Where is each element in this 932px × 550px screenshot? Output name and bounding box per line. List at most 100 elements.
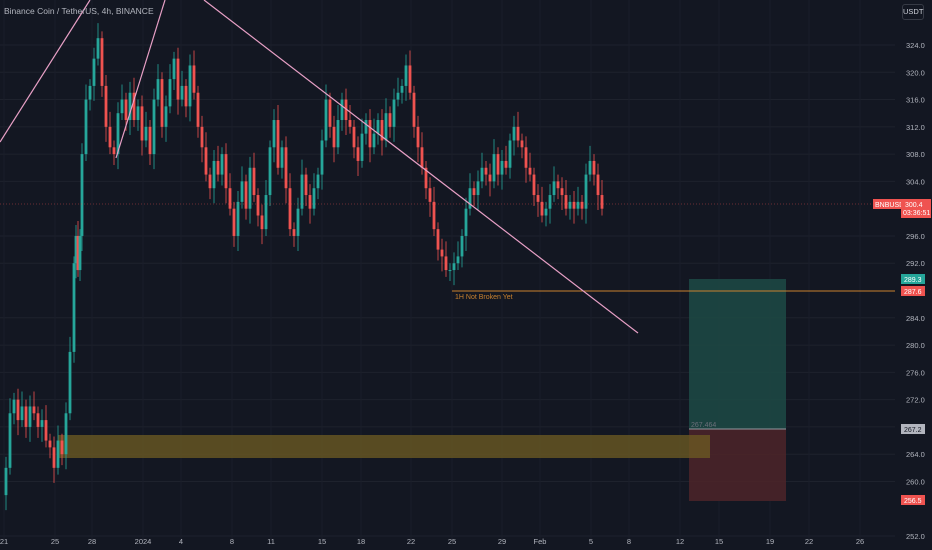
price-tick-label: 324.0 — [906, 41, 925, 50]
candle-body — [16, 399, 20, 421]
candle-body — [388, 113, 392, 127]
candle-body — [456, 256, 460, 264]
price-tick-label: 292.0 — [906, 259, 925, 268]
candle-body — [448, 270, 452, 272]
candle-body — [360, 133, 364, 161]
time-tick-label: 5 — [589, 537, 593, 546]
time-tick-label: 21 — [0, 537, 8, 546]
time-tick-label: 15 — [715, 537, 723, 546]
candle-body — [412, 92, 416, 127]
candle-body — [52, 447, 56, 468]
candle-body — [304, 174, 308, 196]
candle-body — [328, 99, 332, 127]
candle-body — [156, 79, 160, 100]
candle-body — [32, 406, 36, 414]
trendline-3[interactable] — [203, 0, 639, 334]
candle-body — [168, 79, 172, 107]
price-tick-label: 296.0 — [906, 232, 925, 241]
candle-body — [552, 181, 556, 196]
candle-body — [180, 85, 184, 100]
time-tick-label: 12 — [676, 537, 684, 546]
price-tick-label: 260.0 — [906, 477, 925, 486]
candle-body — [384, 113, 388, 141]
candle-body — [512, 126, 516, 141]
candle-body — [340, 99, 344, 121]
candle-body — [68, 351, 72, 414]
candle-body — [540, 201, 544, 216]
candle-body — [12, 399, 16, 414]
candle-body — [40, 420, 44, 427]
candle-body — [588, 160, 592, 175]
price-tick-label: 264.0 — [906, 450, 925, 459]
candle-body — [416, 126, 420, 148]
price-tick-label: 304.0 — [906, 177, 925, 186]
candle-body — [568, 201, 572, 209]
candle-body — [576, 201, 580, 209]
time-tick-label: 25 — [448, 537, 456, 546]
take-profit-tag: 289.3 — [901, 274, 925, 284]
candle-body — [140, 106, 144, 141]
candle-body — [132, 92, 136, 121]
candle-body — [74, 235, 78, 264]
candle-body — [428, 188, 432, 202]
candle-body — [408, 65, 412, 93]
candle-body — [344, 99, 348, 121]
candle-body — [440, 249, 444, 257]
candle-body — [316, 174, 320, 189]
currency-button[interactable]: USDT — [902, 4, 924, 20]
candle-body — [220, 154, 224, 175]
candle-body — [488, 174, 492, 182]
time-tick-label: 18 — [357, 537, 365, 546]
candle-body — [324, 99, 328, 141]
candle-body — [312, 188, 316, 209]
candle-body — [212, 160, 216, 189]
candle-body — [504, 160, 508, 168]
time-tick-label: 22 — [407, 537, 415, 546]
time-axis[interactable]: 21 25 28 2024 4 8 11 15 18 22 25 29 Feb 5 8 12 15 19 22 26 — [0, 537, 864, 546]
time-tick-label: Feb — [534, 537, 547, 546]
drawings[interactable]: 1H Not Broken Yet — [0, 0, 895, 334]
symbol-price-tag: BNBUSDT — [873, 199, 909, 209]
candle-body — [36, 413, 40, 427]
candle-body — [112, 147, 116, 155]
candle-body — [236, 201, 240, 236]
candle-body — [184, 85, 188, 107]
candle-body — [368, 120, 372, 148]
candle-body — [248, 167, 252, 209]
time-tick-label: 29 — [498, 537, 506, 546]
symbol-title: Binance Coin / TetherUS, 4h, BINANCE — [4, 6, 154, 16]
candle-body — [164, 106, 168, 127]
candle-body — [268, 147, 272, 196]
candle-body — [192, 65, 196, 93]
current-price-value: 300.4 — [905, 202, 923, 209]
stop-loss-value: 256.5 — [904, 498, 922, 505]
candle-body — [276, 120, 280, 168]
time-tick-label: 15 — [318, 537, 326, 546]
stop-loss-tag: 256.5 — [901, 495, 925, 505]
candle-body — [424, 167, 428, 189]
candle-body — [48, 440, 52, 448]
candle-body — [600, 195, 604, 209]
candle-body — [548, 195, 552, 209]
candle-body — [8, 413, 12, 468]
candle-body — [136, 106, 140, 121]
candles — [4, 23, 604, 511]
candle-body — [240, 181, 244, 202]
candle-body — [444, 256, 448, 271]
trendline-2[interactable] — [115, 0, 166, 159]
candle-body — [100, 38, 104, 86]
price-tick-label: 272.0 — [906, 396, 925, 405]
candle-body — [96, 38, 100, 59]
trendline-1[interactable] — [0, 0, 91, 143]
candle-body — [564, 195, 568, 209]
price-tick-label: 308.0 — [906, 150, 925, 159]
candle-body — [372, 133, 376, 148]
candle-body — [332, 126, 336, 148]
candle-body — [348, 120, 352, 127]
price-tick-label: 252.0 — [906, 532, 925, 541]
candle-body — [492, 154, 496, 182]
entry-price-tag: 267.2 — [901, 424, 925, 434]
candle-body — [336, 120, 340, 148]
candle-body — [432, 201, 436, 230]
